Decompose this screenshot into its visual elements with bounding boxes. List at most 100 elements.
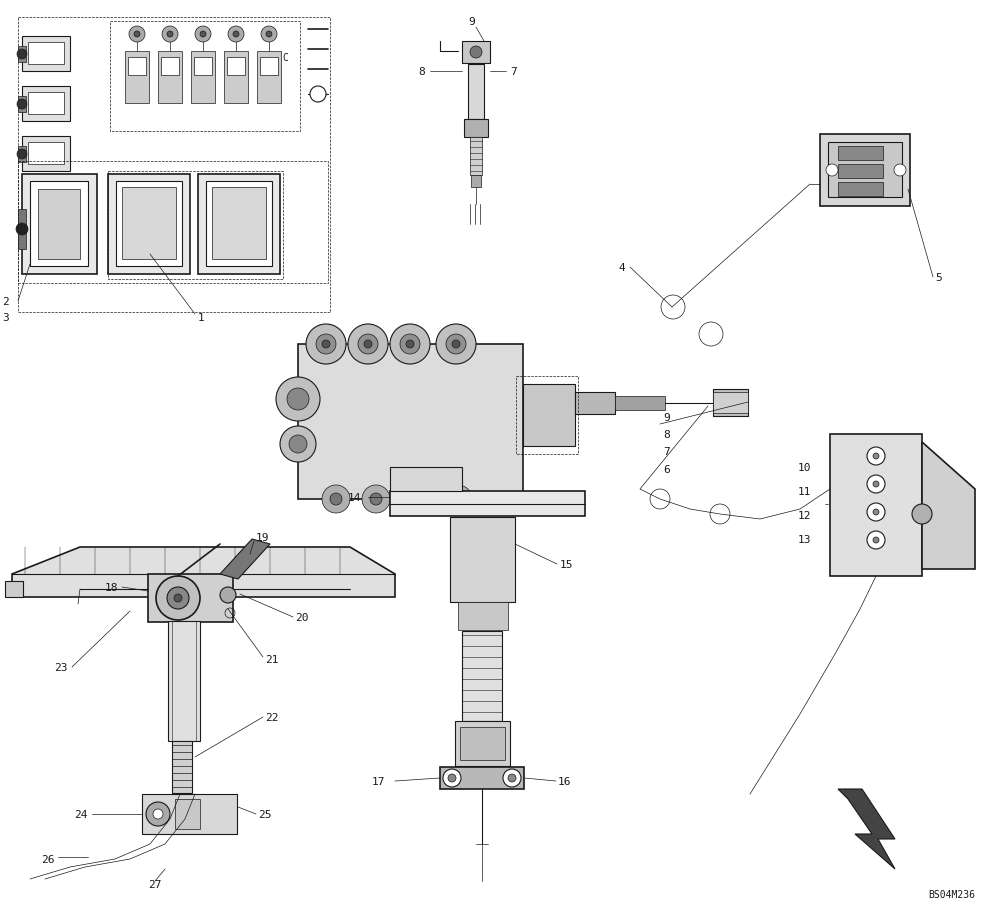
Polygon shape xyxy=(922,443,975,569)
Circle shape xyxy=(452,341,460,349)
Text: 22: 22 xyxy=(265,712,279,722)
Bar xyxy=(18,97,26,113)
Circle shape xyxy=(167,32,173,38)
Circle shape xyxy=(17,149,27,159)
Text: 24: 24 xyxy=(75,809,88,819)
Bar xyxy=(260,58,278,76)
Bar xyxy=(450,517,515,602)
Circle shape xyxy=(220,588,236,603)
Text: 8: 8 xyxy=(663,429,670,439)
Bar xyxy=(455,722,510,766)
Circle shape xyxy=(146,802,170,826)
Circle shape xyxy=(894,165,906,177)
Bar xyxy=(122,188,176,260)
Circle shape xyxy=(330,494,342,506)
Text: 19: 19 xyxy=(256,532,270,542)
Text: 26: 26 xyxy=(42,854,55,864)
Text: 10: 10 xyxy=(798,463,812,473)
Bar xyxy=(175,799,200,829)
Circle shape xyxy=(873,537,879,543)
Circle shape xyxy=(867,447,885,466)
Circle shape xyxy=(316,334,336,354)
Text: 20: 20 xyxy=(295,612,309,622)
Circle shape xyxy=(370,494,382,506)
Circle shape xyxy=(470,47,482,59)
Bar xyxy=(172,742,192,793)
Circle shape xyxy=(410,494,422,506)
Circle shape xyxy=(873,454,879,459)
Circle shape xyxy=(443,769,461,787)
Text: 5: 5 xyxy=(935,272,942,282)
Circle shape xyxy=(261,27,277,43)
Bar xyxy=(125,52,149,104)
Text: 7: 7 xyxy=(663,446,670,456)
Circle shape xyxy=(826,165,838,177)
Circle shape xyxy=(400,334,420,354)
Bar xyxy=(471,176,481,188)
Bar xyxy=(470,138,482,176)
Circle shape xyxy=(444,486,472,514)
Circle shape xyxy=(867,476,885,494)
Circle shape xyxy=(276,377,320,422)
Bar xyxy=(458,602,508,630)
Bar xyxy=(30,182,88,267)
Circle shape xyxy=(162,27,178,43)
Bar xyxy=(828,143,902,198)
Circle shape xyxy=(390,324,430,364)
Circle shape xyxy=(266,32,272,38)
Bar xyxy=(108,172,283,280)
Circle shape xyxy=(129,27,145,43)
Circle shape xyxy=(912,505,932,525)
Circle shape xyxy=(322,341,330,349)
Bar xyxy=(460,727,505,760)
Bar xyxy=(18,210,26,250)
Circle shape xyxy=(452,494,464,506)
Bar xyxy=(298,344,523,499)
Bar xyxy=(838,147,883,161)
Text: BS04M236: BS04M236 xyxy=(928,889,975,899)
Bar xyxy=(148,574,233,622)
Bar xyxy=(22,137,70,172)
Bar xyxy=(28,143,64,165)
Circle shape xyxy=(364,341,372,349)
Polygon shape xyxy=(838,789,895,869)
Text: 11: 11 xyxy=(798,486,812,496)
Bar xyxy=(5,581,23,598)
Circle shape xyxy=(289,435,307,454)
Bar xyxy=(575,393,615,415)
Text: 14: 14 xyxy=(348,493,362,503)
Bar xyxy=(224,52,248,104)
Circle shape xyxy=(402,486,430,514)
Text: 21: 21 xyxy=(265,654,279,664)
Text: 17: 17 xyxy=(372,776,386,786)
Circle shape xyxy=(446,334,466,354)
Bar xyxy=(22,87,70,122)
Bar xyxy=(158,52,182,104)
Circle shape xyxy=(436,324,476,364)
Circle shape xyxy=(134,32,140,38)
Circle shape xyxy=(508,774,516,783)
Bar xyxy=(198,175,280,275)
Text: 6: 6 xyxy=(663,465,670,475)
Bar xyxy=(18,162,328,283)
Text: C: C xyxy=(282,53,288,63)
Bar xyxy=(516,376,578,455)
Circle shape xyxy=(358,334,378,354)
Circle shape xyxy=(200,32,206,38)
Circle shape xyxy=(310,87,326,103)
Bar xyxy=(464,120,488,138)
Bar xyxy=(227,58,245,76)
Polygon shape xyxy=(12,548,395,598)
Text: 25: 25 xyxy=(258,809,272,819)
Bar xyxy=(713,390,748,416)
Circle shape xyxy=(228,27,244,43)
Text: 7: 7 xyxy=(510,67,517,77)
Bar xyxy=(212,188,266,260)
Bar xyxy=(128,58,146,76)
Bar xyxy=(191,52,215,104)
Bar xyxy=(22,37,70,72)
Circle shape xyxy=(287,389,309,411)
Bar xyxy=(108,175,190,275)
Text: 9: 9 xyxy=(663,413,670,423)
Circle shape xyxy=(17,50,27,60)
